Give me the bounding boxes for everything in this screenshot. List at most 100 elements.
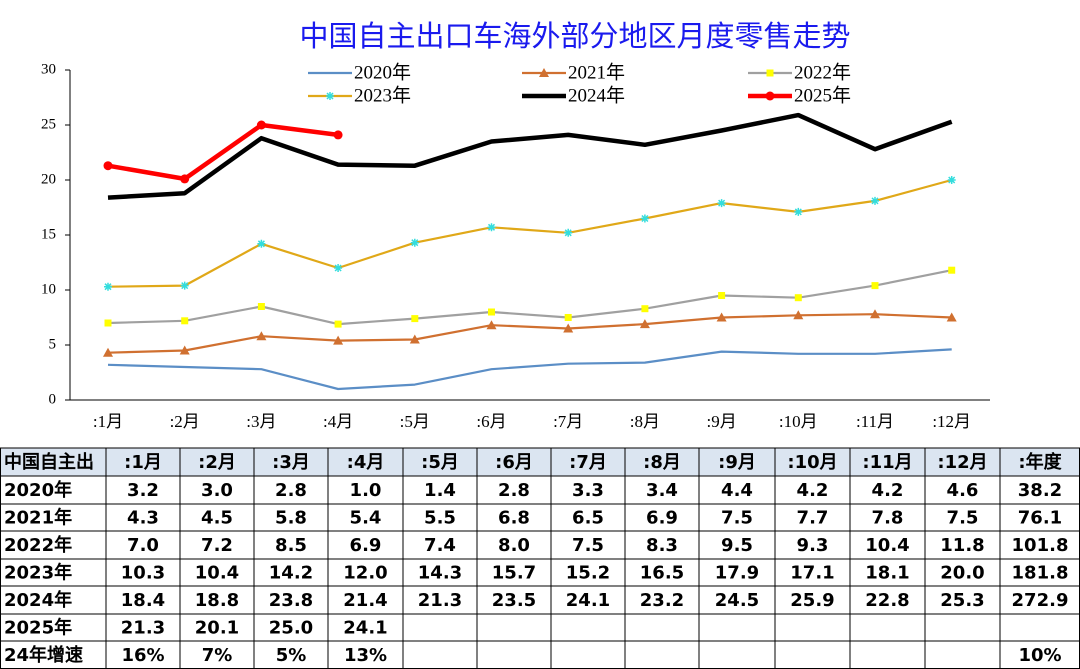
table-corner: 中国自主出 [4, 451, 94, 473]
x-tick-label: :6月 [476, 412, 506, 431]
table-row-label: 2021年 [4, 507, 72, 529]
table-growth: 5% [276, 645, 307, 666]
table-header: :年度 [1018, 451, 1062, 473]
table-header: :8月 [643, 452, 681, 473]
x-tick-label: :11月 [856, 412, 894, 431]
y-tick-label: 10 [41, 281, 56, 297]
table-value: 6.9 [646, 508, 678, 529]
table-value: 4.4 [721, 480, 753, 501]
series-marker [180, 174, 190, 184]
table-value: 23.5 [492, 590, 536, 611]
table-value: 11.8 [940, 535, 984, 556]
chart-title: 中国自主出口车海外部分地区月度零售走势 [299, 19, 850, 53]
table-value: 4.3 [127, 508, 159, 529]
series-marker [409, 334, 420, 344]
legend-label: 2023年 [354, 84, 411, 106]
table-value: 10.4 [195, 563, 239, 584]
table-value: 14.2 [269, 563, 313, 584]
table-value: 25.3 [940, 590, 984, 611]
legend-marker [765, 91, 775, 101]
legend-label: 2022年 [794, 61, 851, 83]
table-growth: 7% [202, 645, 233, 666]
table-value: 21.4 [343, 590, 387, 611]
table-growth: 16% [121, 645, 164, 666]
table-value: 20.0 [940, 563, 984, 584]
table-value: 6.9 [350, 535, 382, 556]
table-value: 5.8 [275, 508, 307, 529]
table-value: 4.2 [797, 480, 829, 501]
table-value: 6.8 [498, 508, 530, 529]
table-header: :4月 [347, 452, 385, 473]
table-value: 8.5 [275, 535, 307, 556]
table-value: 1.4 [424, 480, 456, 501]
table-value: 4.6 [947, 480, 979, 501]
x-tick-label: :3月 [246, 412, 276, 431]
table-value: 9.3 [797, 535, 829, 556]
y-tick-label: 0 [49, 391, 57, 407]
legend-label: 2021年 [568, 61, 625, 83]
series-line [107, 112, 953, 200]
series-marker [641, 305, 649, 313]
series-marker [948, 266, 956, 274]
series-marker [947, 176, 956, 184]
y-tick-label: 5 [49, 336, 57, 352]
table-value: 17.1 [790, 563, 834, 584]
table-row-label: 24年增速 [4, 644, 83, 666]
series-marker [487, 223, 496, 232]
series-marker [564, 314, 572, 321]
table-value: 15.2 [566, 563, 610, 584]
table-row-label: 2022年 [4, 534, 72, 556]
series-marker [639, 319, 650, 329]
series-marker [563, 323, 574, 333]
table-value: 16.5 [640, 563, 684, 584]
table-header: :10月 [787, 452, 837, 473]
series-marker [256, 120, 266, 130]
series-marker [104, 319, 112, 327]
series-marker [103, 347, 113, 357]
table-row-label: 2025年 [4, 617, 72, 639]
table-value: 21.3 [418, 590, 462, 611]
table-growth: 10% [1018, 645, 1061, 666]
table-value: 24.1 [566, 590, 610, 611]
series-marker [179, 345, 190, 355]
y-tick-label: 15 [41, 226, 56, 242]
table-header: :1月 [124, 452, 162, 473]
table-value: 18.8 [195, 590, 239, 611]
table-value: 7.5 [947, 508, 979, 529]
table-value: 12.0 [343, 563, 387, 584]
series-marker [411, 315, 419, 323]
legend-label: 2020年 [354, 61, 411, 83]
table-row-label: 2024年 [4, 589, 72, 611]
table-value: 24.5 [715, 590, 759, 611]
table-value: 7.2 [201, 535, 233, 556]
x-tick-label: :8月 [630, 412, 660, 431]
x-tick-label: :4月 [323, 412, 353, 431]
table-header: :2月 [198, 452, 236, 473]
series-marker [257, 303, 265, 310]
series-marker [488, 308, 495, 316]
series-marker [716, 312, 727, 322]
table-value: 9.5 [721, 535, 753, 556]
series-marker [793, 310, 804, 320]
series-marker [410, 238, 419, 247]
x-tick-label: :9月 [706, 412, 736, 431]
legend-label: 2024年 [568, 84, 625, 106]
series-marker [486, 320, 497, 330]
table-header: :3月 [272, 452, 310, 473]
table-header: :11月 [862, 452, 912, 473]
series-marker [333, 335, 344, 345]
table-value: 22.8 [865, 590, 909, 611]
series-marker [870, 309, 880, 319]
table-value: 4.2 [872, 480, 904, 501]
table-header: :12月 [937, 452, 987, 473]
table-value: 7.8 [872, 508, 904, 529]
table-total: 76.1 [1018, 508, 1062, 529]
table-row-label: 2020年 [4, 479, 72, 501]
table-value: 3.0 [201, 480, 233, 501]
series-line [107, 178, 952, 288]
series-marker [871, 282, 879, 290]
table-value: 10.4 [865, 535, 909, 556]
table-value: 1.0 [350, 480, 382, 501]
table-value: 18.1 [865, 563, 909, 584]
